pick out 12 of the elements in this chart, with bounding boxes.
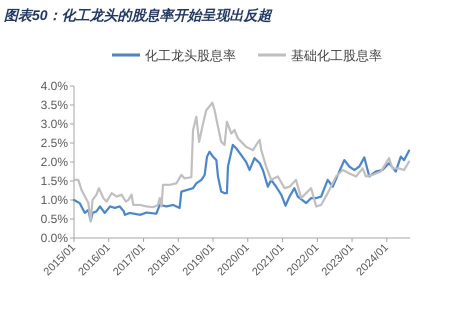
y-tick-label: 2.5% bbox=[40, 136, 68, 150]
legend-label: 化工龙头股息率 bbox=[145, 48, 236, 63]
y-tick-label: 3.0% bbox=[40, 117, 68, 131]
y-tick-label: 4.0% bbox=[40, 79, 68, 93]
y-tick-label: 0.5% bbox=[40, 212, 68, 226]
y-tick-label: 0.0% bbox=[40, 231, 68, 245]
y-tick-label: 2.0% bbox=[40, 155, 68, 169]
y-tick-label: 1.5% bbox=[40, 174, 68, 188]
chart-title: 图表50：化工龙头的股息率开始呈现出反超 bbox=[4, 7, 274, 23]
y-tick-label: 1.0% bbox=[40, 193, 68, 207]
y-tick-label: 3.5% bbox=[40, 98, 68, 112]
legend-label: 基础化工股息率 bbox=[291, 48, 382, 63]
